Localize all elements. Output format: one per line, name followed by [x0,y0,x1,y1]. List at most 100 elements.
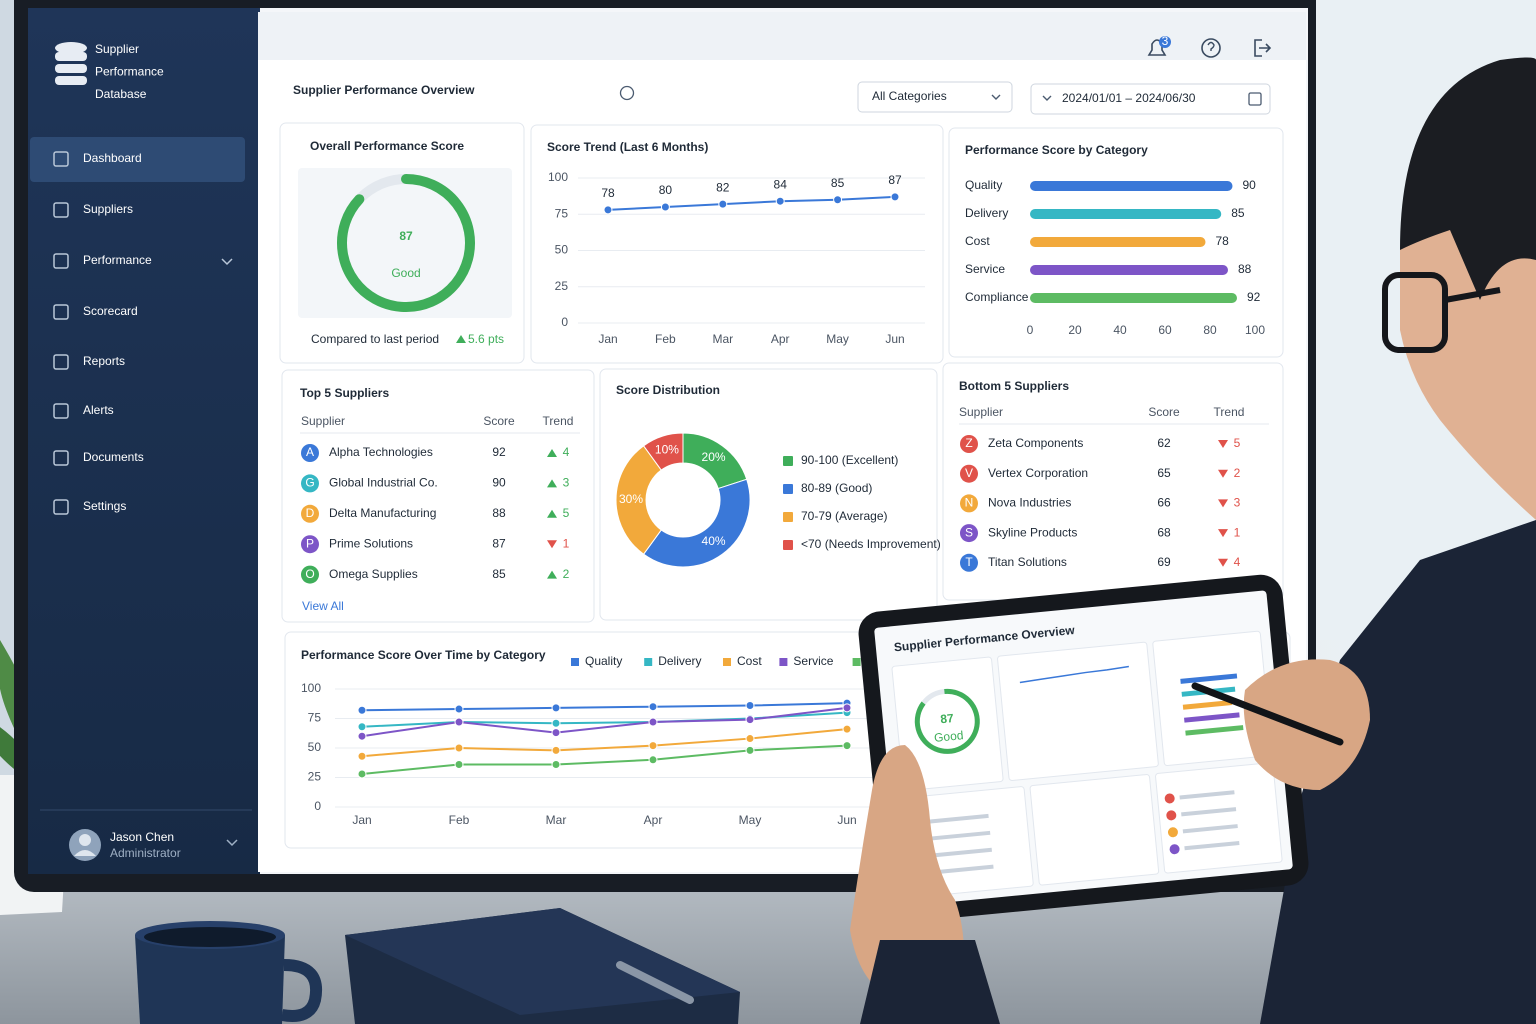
legend-label: Quality [585,654,622,668]
y-tick-label: 75 [555,206,569,220]
tablet-gauge-arc [914,688,980,754]
series-line [361,728,848,758]
nav-item[interactable]: Suppliers [83,202,133,216]
view-all-link[interactable]: View All [302,599,344,613]
y-tick-label: 0 [314,799,321,813]
nav-item[interactable]: Reports [83,354,125,368]
tablet-gauge-label: Good [933,728,964,745]
supplier-name: Delta Manufacturing [329,506,436,520]
x-tick-label: 60 [1158,323,1172,337]
slice-label: 20% [702,450,726,464]
tablet-card [1029,774,1160,886]
trend-arrow [1218,499,1228,508]
bar [1030,293,1237,303]
info-icon[interactable] [619,85,635,101]
hands [850,659,1370,1024]
nav-item[interactable]: Documents [83,450,144,464]
trend-arrow [1218,440,1228,448]
nav-item[interactable]: Settings [83,499,126,513]
card-title: Score Trend (Last 6 Months) [547,140,708,154]
card-title: Top 5 Suppliers [300,386,389,400]
x-tick-label: 40 [1113,323,1127,337]
tablet-trend-line [1019,665,1129,684]
x-tick-label: May [739,813,762,827]
dashboard: Top 5 Suppliers Supplier Score Trend A Alpha … [300,139,1269,827]
comparison-change: 5.6 pts [468,332,504,346]
avatar-initial: D [306,506,315,520]
avatar-initial: O [305,567,314,581]
category-label: Service [965,262,1005,276]
logout-icon[interactable] [1254,39,1272,57]
data-label: 80 [659,183,673,197]
y-tick-label: 50 [308,740,322,754]
nav-icon [53,354,69,370]
legend-label: 90-100 (Excellent) [801,453,898,467]
notification-badge [1159,36,1171,48]
data-point [775,196,785,206]
data-point [454,717,464,727]
legend-label: <70 (Needs Improvement) [801,537,941,551]
tablet-bar [1184,712,1240,723]
tablet-row [1182,824,1238,834]
category-label: Quality [965,178,1002,192]
donut-slice [615,445,662,555]
supplier-score: 65 [1157,466,1171,480]
column-header: Trend [543,414,574,428]
x-tick-label: 0 [1027,323,1034,337]
data-point [842,724,852,734]
user-menu[interactable] [226,839,238,847]
help-icon[interactable] [1201,38,1221,58]
avatar [301,474,319,493]
data-point [551,745,561,755]
tablet-row [933,864,994,875]
date-range[interactable] [1030,83,1271,115]
avatar [960,494,978,513]
nav-item[interactable]: Alerts [83,403,114,417]
legend-label: Cost [737,654,762,668]
tablet-bar [1180,673,1238,684]
supplier-name: Prime Solutions [329,536,413,550]
x-tick-label: Feb [655,332,676,346]
data-point [603,205,613,215]
data-point [551,760,561,770]
trend-arrow [547,449,557,457]
data-point [842,703,852,713]
user-avatar-head [79,834,91,846]
tablet-bar [1185,725,1244,736]
nav-item[interactable]: Scorecard [83,304,138,318]
trend-arrow [1218,529,1228,538]
series-line [607,195,896,211]
column-header: Supplier [301,414,345,428]
x-tick-label: Jan [352,813,371,827]
data-point [648,717,658,727]
supplier-name: Global Industrial Co. [329,476,438,490]
x-tick-label: Apr [771,332,790,346]
help-mark [1207,41,1215,51]
brand-text: Performance [95,65,164,79]
legend-swatch [852,658,861,666]
card-title: Performance Score by Category [965,143,1148,157]
gauge-value: 87 [399,229,413,243]
legend-swatch [779,658,788,666]
data-point [745,745,755,755]
supplier-name: Titan Solutions [988,555,1067,569]
data-label: 78 [601,186,615,200]
data-label: 87 [888,173,902,187]
mug [135,921,322,1024]
nav-item[interactable]: Performance [83,253,152,267]
supplier-name: Nova Industries [988,496,1071,510]
slice-label: 10% [655,443,679,457]
nav-item[interactable]: Dashboard [83,151,142,165]
data-point [357,705,367,715]
nav-icon [53,253,69,269]
supplier-score: 92 [492,445,506,459]
data-label: 92 [1247,290,1261,304]
supplier-score: 88 [492,506,506,520]
category-filter[interactable] [857,81,1013,113]
data-point [718,199,728,209]
data-point [660,202,670,212]
avatar-initial: A [306,445,314,459]
brand-text: Database [95,87,147,101]
supplier-name: Alpha Technologies [329,445,433,459]
series-line [361,702,848,712]
